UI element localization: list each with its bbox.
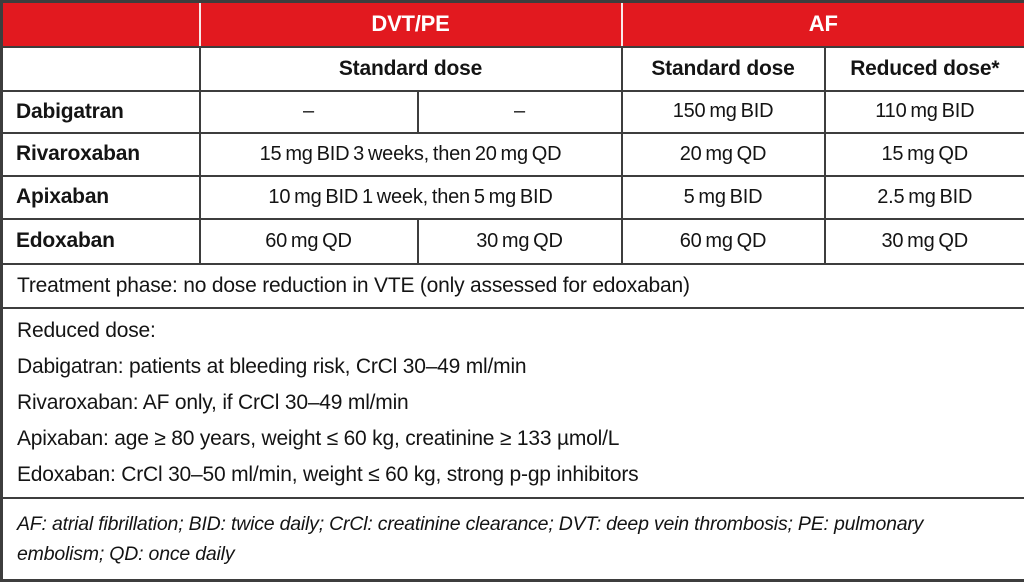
- table-row-apixaban: Apixaban 10 mg BID 1 week, then 5 mg BID…: [2, 176, 1024, 219]
- corner-cell-empty: [2, 47, 200, 91]
- abbreviations-note: AF: atrial fibrillation; BID: twice dail…: [2, 498, 1024, 581]
- dose-cell: 30 mg QD: [418, 219, 622, 264]
- column-group-dvtpe: DVT/PE: [200, 2, 622, 47]
- dose-cell: 15 mg QD: [825, 133, 1024, 176]
- dose-cell: 60 mg QD: [622, 219, 825, 264]
- table-row-rivaroxaban: Rivaroxaban 15 mg BID 3 weeks, then 20 m…: [2, 133, 1024, 176]
- subheader-dvtpe-standard: Standard dose: [200, 47, 622, 91]
- subheader-af-standard: Standard dose: [622, 47, 825, 91]
- corner-cell: [2, 2, 200, 47]
- reduced-dose-apixaban: Apixaban: age ≥ 80 years, weight ≤ 60 kg…: [17, 421, 1010, 457]
- table-row-edoxaban: Edoxaban 60 mg QD 30 mg QD 60 mg QD 30 m…: [2, 219, 1024, 264]
- dose-cell: –: [418, 91, 622, 133]
- dose-cell-merged: 15 mg BID 3 weeks, then 20 mg QD: [200, 133, 622, 176]
- dose-cell: 2.5 mg BID: [825, 176, 1024, 219]
- reduced-dose-edoxaban: Edoxaban: CrCl 30–50 ml/min, weight ≤ 60…: [17, 457, 1010, 493]
- reduced-dose-notes: Reduced dose: Dabigatran: patients at bl…: [2, 308, 1024, 498]
- dose-cell: 20 mg QD: [622, 133, 825, 176]
- drug-name-cell: Apixaban: [2, 176, 200, 219]
- table-row-reduced-dose-notes: Reduced dose: Dabigatran: patients at bl…: [2, 308, 1024, 498]
- drug-name-cell: Rivaroxaban: [2, 133, 200, 176]
- dose-cell: 110 mg BID: [825, 91, 1024, 133]
- drug-name-cell: Edoxaban: [2, 219, 200, 264]
- dose-cell: 5 mg BID: [622, 176, 825, 219]
- table-row-header-groups: DVT/PE AF: [2, 2, 1024, 47]
- table-row-abbreviations: AF: atrial fibrillation; BID: twice dail…: [2, 498, 1024, 581]
- dose-cell: 60 mg QD: [200, 219, 418, 264]
- drug-name-cell: Dabigatran: [2, 91, 200, 133]
- table-row-subheaders: Standard dose Standard dose Reduced dose…: [2, 47, 1024, 91]
- table-row-treatment-phase-note: Treatment phase: no dose reduction in VT…: [2, 264, 1024, 308]
- dose-cell-merged: 10 mg BID 1 week, then 5 mg BID: [200, 176, 622, 219]
- dose-cell: –: [200, 91, 418, 133]
- dose-cell: 150 mg BID: [622, 91, 825, 133]
- reduced-dose-title: Reduced dose:: [17, 313, 1010, 349]
- column-group-af: AF: [622, 2, 1024, 47]
- table-row-dabigatran: Dabigatran – – 150 mg BID 110 mg BID: [2, 91, 1024, 133]
- reduced-dose-rivaroxaban: Rivaroxaban: AF only, if CrCl 30–49 ml/m…: [17, 385, 1010, 421]
- reduced-dose-dabigatran: Dabigatran: patients at bleeding risk, C…: [17, 349, 1010, 385]
- dose-cell: 30 mg QD: [825, 219, 1024, 264]
- subheader-af-reduced: Reduced dose*: [825, 47, 1024, 91]
- treatment-phase-note: Treatment phase: no dose reduction in VT…: [2, 264, 1024, 308]
